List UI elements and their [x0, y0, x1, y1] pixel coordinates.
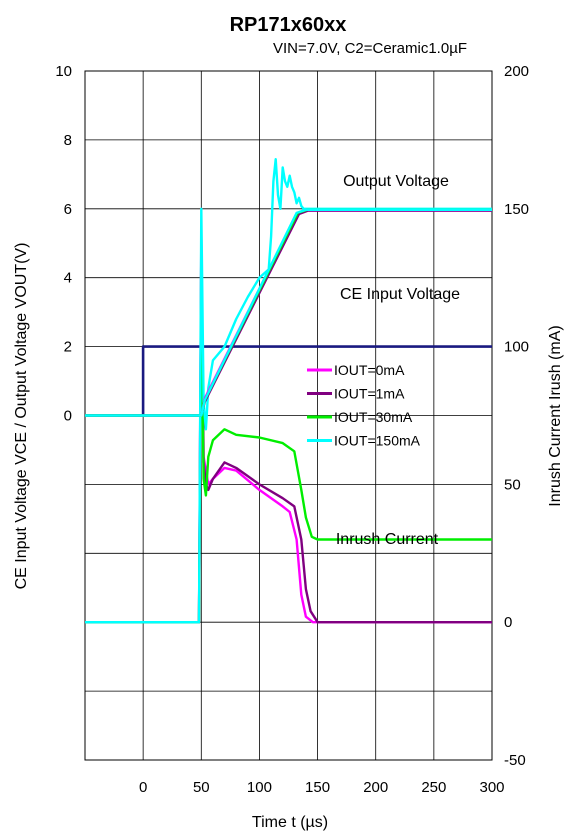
x-tick-label: 250: [421, 779, 446, 796]
y-axis-label-left: CE Input Voltage VCE / Output Voltage VO…: [13, 243, 30, 590]
annotation-output-voltage: Output Voltage: [343, 173, 449, 190]
chart-title: RP171x60xx: [230, 14, 347, 36]
y-tick-label-right: 50: [504, 476, 521, 493]
x-tick-label: 150: [305, 779, 330, 796]
inrush-current-line-iout-30ma: [85, 290, 492, 624]
y-tick-label-right: 0: [504, 614, 512, 631]
annotation-ce-input-voltage: CE Input Voltage: [340, 286, 460, 303]
output-voltage-line-iout-1ma: [85, 209, 492, 417]
x-tick-label: 300: [479, 779, 504, 796]
y-tick-label-left: 4: [64, 270, 72, 287]
y-tick-label-right: 100: [504, 339, 529, 356]
y-tick-label-left: 10: [55, 63, 72, 80]
output-voltage-line-iout-0ma: [85, 209, 492, 417]
series-lines: [85, 157, 492, 624]
legend: IOUT=0mA IOUT=1mA IOUT=30mA IOUT=150mA: [307, 362, 421, 449]
annotation-inrush-current: Inrush Current: [336, 531, 439, 548]
y-tick-label-left: 2: [64, 339, 72, 356]
x-tick-label: 50: [193, 779, 210, 796]
legend-label: IOUT=30mA: [334, 409, 413, 425]
y-tick-label-right: 200: [504, 63, 529, 80]
y-tick-label-left: 6: [64, 201, 72, 218]
y-axis-label-right: Inrush Current Irush (mA): [547, 325, 564, 506]
output-voltage-line-iout-150ma: [85, 208, 492, 417]
output-voltage-line-iout-30ma: [85, 208, 492, 417]
y-tick-label-right: 150: [504, 201, 529, 218]
chart-subtitle: VIN=7.0V, C2=Ceramic1.0µF: [273, 40, 467, 57]
legend-label: IOUT=1mA: [334, 386, 405, 402]
legend-label: IOUT=0mA: [334, 362, 405, 378]
x-axis-label: Time t (µs): [252, 814, 328, 831]
ce-input-voltage-line: [85, 345, 492, 417]
tick-labels: 0 50 100 150 200 250 300 0 2 4 6 8 10 -50 0 50 100 150 200: [55, 63, 529, 796]
legend-label: IOUT=150mA: [334, 433, 421, 449]
y-tick-label-left: 0: [64, 408, 72, 425]
inrush-current-line-iout-150ma: [85, 157, 492, 624]
x-tick-label: 100: [247, 779, 272, 796]
x-tick-label: 200: [363, 779, 388, 796]
y-tick-label-left: 8: [64, 132, 72, 149]
x-tick-label: 0: [139, 779, 147, 796]
inrush-current-line-iout-1ma: [85, 248, 492, 624]
y-tick-label-right: -50: [504, 752, 526, 769]
